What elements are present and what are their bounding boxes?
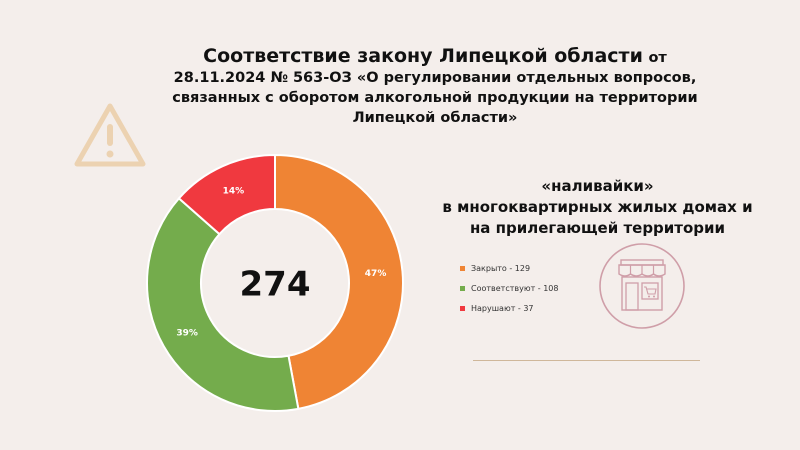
title-line-2: 28.11.2024 № 563-ОЗ «О регулировании отд…	[173, 70, 697, 86]
subtitle-line-2: в многоквартирных жилых домах и	[442, 198, 753, 216]
donut-label-compliant: 39%	[176, 328, 198, 338]
title-main: Соответствие закону Липецкой области	[203, 45, 643, 67]
legend-label-violating: Нарушают - 37	[471, 303, 534, 313]
donut-slice-compliant	[146, 196, 300, 412]
legend-item-closed: Закрыто - 129	[460, 258, 558, 278]
legend-swatch-compliant	[460, 285, 465, 291]
legend-label-closed: Закрыто - 129	[471, 263, 531, 273]
subtitle-line-1: «наливайки»	[541, 177, 654, 195]
donut-slice-closed	[274, 153, 404, 411]
legend-item-compliant: Соответствуют - 108	[460, 278, 558, 298]
shop-storefront-icon	[599, 243, 685, 329]
slide-title: Соответствие закону Липецкой области от …	[140, 46, 730, 128]
title-from: от	[648, 50, 667, 66]
title-line-4: Липецкой области»	[352, 110, 518, 126]
donut-label-violating: 14%	[223, 186, 245, 196]
donut-slice-violating	[177, 153, 276, 236]
chart-subtitle: «наливайки» в многоквартирных жилых дома…	[425, 176, 770, 239]
donut-center-label: 274	[240, 265, 311, 305]
chart-legend: Закрыто - 129 Соответствуют - 108 Наруша…	[460, 258, 558, 318]
warning-triangle-icon	[74, 103, 146, 167]
title-line-3: связанных с оборотом алкогольной продукц…	[172, 90, 698, 106]
legend-label-compliant: Соответствуют - 108	[471, 283, 559, 293]
legend-item-violating: Нарушают - 37	[460, 298, 558, 318]
divider-line	[473, 360, 700, 361]
subtitle-line-3: на прилегающей территории	[469, 219, 726, 237]
legend-swatch-closed	[460, 265, 465, 271]
donut-label-closed: 47%	[365, 269, 387, 279]
donut-chart: 274 47% 39% 14%	[146, 153, 404, 412]
legend-swatch-violating	[460, 305, 465, 311]
